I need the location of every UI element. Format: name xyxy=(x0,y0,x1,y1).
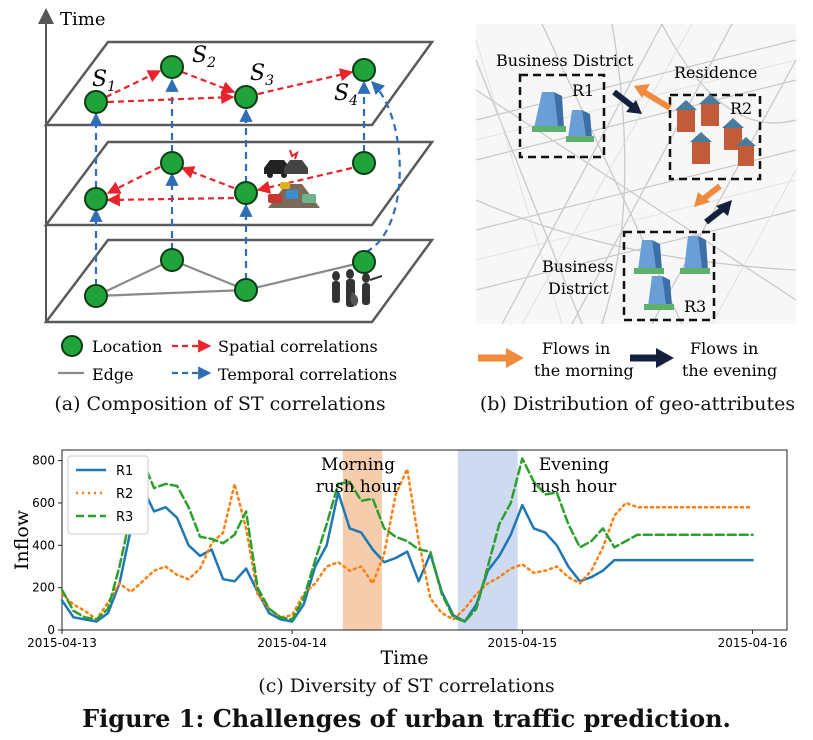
y-tick-label: 200 xyxy=(32,581,55,595)
inflow-line-chart: 0 200 400 600 800 2015-04-13 2015-04-14 2015-04… xyxy=(11,449,788,669)
x-axis-label: Time xyxy=(380,647,428,669)
rush-hour-band xyxy=(342,450,382,630)
evening-rush-hour-label: rush hour xyxy=(532,477,617,497)
legend-morning-arrow xyxy=(478,348,524,368)
region-r3-label: R3 xyxy=(684,297,706,316)
panel-a-diagram: Time xyxy=(38,8,435,384)
time-axis-label: Time xyxy=(60,9,105,30)
y-axis-label: Inflow xyxy=(11,509,33,570)
residence-house-icon xyxy=(675,94,756,166)
location-node xyxy=(160,151,184,175)
region-r3-box xyxy=(622,230,716,322)
legend-edge-label: Edge xyxy=(92,365,134,384)
legend-location-marker xyxy=(61,335,83,357)
evening-flow-arrow xyxy=(704,200,732,225)
series-line-r1 xyxy=(60,486,754,623)
region-r2-box xyxy=(668,93,762,181)
node-label-s1: S1 xyxy=(92,67,116,95)
x-tick-label: 2015-04-15 xyxy=(487,636,557,650)
panel-c-caption: (c) Diversity of ST correlations xyxy=(258,675,555,697)
location-node xyxy=(352,151,376,175)
y-tick-label: 800 xyxy=(32,454,55,468)
panel-b-caption: (b) Distribution of geo-attributes xyxy=(479,393,796,415)
legend-location-label: Location xyxy=(92,337,162,356)
region-r1-label: R1 xyxy=(572,81,594,100)
figure-title: Figure 1: Challenges of urban traffic pr… xyxy=(82,704,731,733)
x-tick-label: 2015-04-14 xyxy=(257,636,327,650)
music-band-icon xyxy=(332,269,383,307)
legend-label-r3: R3 xyxy=(116,510,133,525)
location-node xyxy=(160,55,184,79)
morning-flow-arrow xyxy=(694,183,722,207)
location-nodes xyxy=(84,55,376,308)
temporal-correlations xyxy=(89,78,401,286)
series-line-r2 xyxy=(60,467,754,621)
plane-middle xyxy=(43,140,435,227)
legend-morning-line2: the morning xyxy=(534,361,634,380)
location-node xyxy=(234,181,258,205)
business-district-label-bottom-line1: Business xyxy=(542,257,614,276)
location-node xyxy=(234,278,258,302)
morning-rush-hour-label: Morning xyxy=(321,455,395,475)
location-node xyxy=(84,90,108,114)
panel-a-caption: (a) Composition of ST correlations xyxy=(54,393,386,415)
location-node xyxy=(84,187,108,211)
panel-b-map: Business District Residence Business Dis… xyxy=(475,23,797,380)
x-tick-label: 2015-04-13 xyxy=(27,636,97,650)
plane-top xyxy=(43,40,435,127)
plane-bottom xyxy=(43,238,435,324)
office-building-icon xyxy=(634,236,710,310)
car-accident-icon xyxy=(264,149,320,208)
y-tick-label: 600 xyxy=(32,496,55,510)
legend-box xyxy=(67,455,149,535)
node-label-s4: S4 xyxy=(334,81,358,109)
series-line-r3 xyxy=(60,457,754,623)
location-node xyxy=(352,250,376,274)
residence-label: Residence xyxy=(674,63,757,82)
region-r2-label: R2 xyxy=(730,99,752,118)
y-tick-label: 0 xyxy=(47,623,55,637)
location-node xyxy=(84,284,108,308)
office-building-icon xyxy=(532,92,594,142)
node-label-s2: S2 xyxy=(192,43,216,71)
legend-label-r2: R2 xyxy=(116,487,133,502)
legend-morning-line1: Flows in xyxy=(542,339,610,358)
evening-rush-hour-label: Evening xyxy=(539,455,609,475)
business-district-label-top: Business District xyxy=(496,51,634,70)
location-node xyxy=(234,85,258,109)
legend-temporal-label: Temporal correlations xyxy=(218,365,397,384)
business-district-label-bottom-line2: District xyxy=(548,279,609,298)
legend-evening-arrow xyxy=(630,348,674,368)
plot-frame xyxy=(61,449,788,631)
node-label-s3: S3 xyxy=(250,61,274,89)
legend-evening-line1: Flows in xyxy=(690,339,758,358)
morning-flow-arrow xyxy=(634,84,672,111)
x-tick-label: 2015-04-16 xyxy=(718,636,788,650)
y-tick-label: 400 xyxy=(32,538,55,552)
legend-label-r1: R1 xyxy=(116,464,133,479)
evening-flow-arrow xyxy=(612,89,642,114)
location-node xyxy=(352,58,376,82)
legend-evening-line2: the evening xyxy=(682,361,777,380)
legend-spatial-label: Spatial correlations xyxy=(218,337,378,356)
edges xyxy=(95,258,365,298)
region-r1-box xyxy=(518,73,606,159)
spatial-correlations xyxy=(105,68,354,207)
location-node xyxy=(160,248,184,272)
morning-rush-hour-label: rush hour xyxy=(316,477,401,497)
